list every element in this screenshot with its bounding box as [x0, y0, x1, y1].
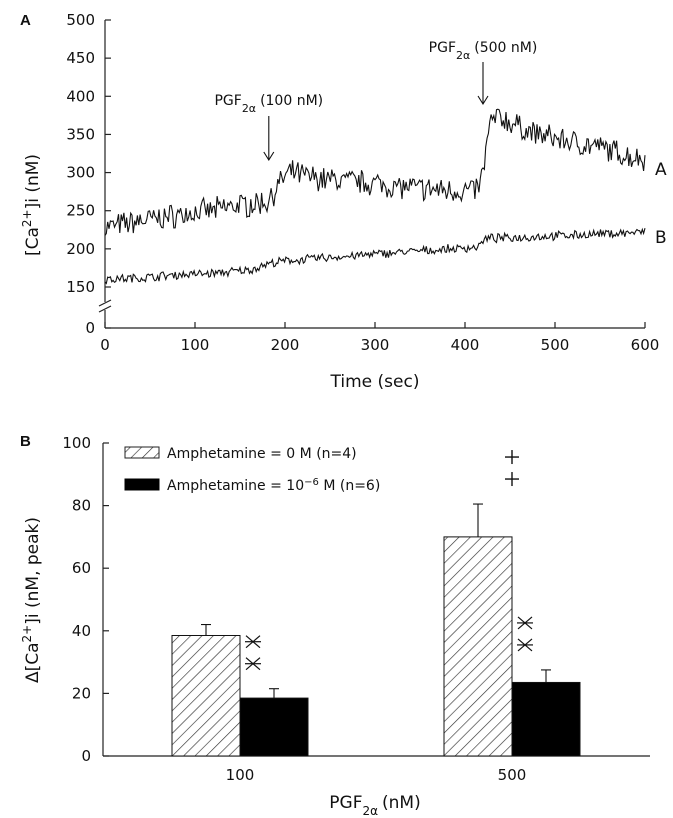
y-tick-label: 0 — [85, 319, 95, 337]
legend-swatch-hatched — [124, 446, 160, 459]
y-tick-label: 350 — [66, 125, 95, 143]
panel-a-x-axis-label: Time (sec) — [330, 372, 420, 392]
panel-a-y-axis-label: [Ca2+]i (nM) — [20, 154, 43, 256]
panel-b-y-axis-label: Δ[Ca2+]i (nM, peak) — [20, 517, 43, 683]
annotation-label: PGF2α (500 nM) — [429, 40, 538, 62]
y-tick-label: 500 — [66, 11, 95, 29]
annotation-arrowhead — [477, 95, 489, 106]
series-a-label: A — [655, 160, 667, 180]
y-tick-label: 150 — [66, 278, 95, 296]
panel-a-axis-break — [98, 299, 112, 313]
panel-b-label: B — [20, 433, 31, 450]
legend-entry-amphetamine-0: Amphetamine = 0 M (n=4) — [167, 446, 357, 462]
panel-a-line-chart: A 0 150 200 250 300 350 400 450 500 0 100 200 300 40… — [20, 11, 667, 392]
asterisk-marker — [245, 635, 261, 649]
legend-entry-amphetamine-10-6: Amphetamine = 10−6 M (n=6) — [167, 477, 380, 495]
y-tick-label: 450 — [66, 49, 95, 67]
bar-amphetamine-0-500 — [443, 536, 513, 757]
panel-a-y-axis-ticks: 0 150 200 250 300 350 400 450 500 — [66, 11, 111, 337]
series-a-line — [104, 108, 646, 236]
x-tick-label: 0 — [100, 336, 110, 354]
asterisk-marker — [517, 638, 533, 652]
y-tick-label: 100 — [62, 434, 91, 452]
panel-a-annotations: PGF2α (100 nM) PGF2α (500 nM) — [214, 40, 538, 162]
panel-b-legend: Amphetamine = 0 M (n=4) Amphetamine = 10… — [124, 446, 380, 495]
legend-swatch-solid — [124, 478, 160, 491]
x-tick-label: 300 — [361, 336, 390, 354]
bar-amphetamine-10-6-500 — [511, 681, 581, 757]
asterisk-marker — [245, 657, 261, 671]
panel-a-label: A — [20, 12, 31, 29]
panel-b-x-axis-label: PGF2α (nM) — [329, 793, 420, 818]
x-tick-label: 500 — [498, 766, 527, 784]
x-tick-label: 200 — [271, 336, 300, 354]
panel-a-x-axis-ticks: 0 100 200 300 400 500 600 — [100, 322, 659, 354]
y-tick-label: 20 — [72, 684, 91, 702]
x-tick-label: 100 — [226, 766, 255, 784]
bar-amphetamine-10-6-100 — [239, 697, 309, 757]
x-tick-label: 400 — [451, 336, 480, 354]
panel-b-x-axis-ticks: 100 500 — [226, 766, 527, 784]
annotation-arrowhead — [263, 151, 275, 162]
series-b-label: B — [655, 228, 667, 248]
y-tick-label: 250 — [66, 202, 95, 220]
panel-b-bar-chart: B 0 20 40 60 80 100 100 500 Amphetamine = 0 M … — [20, 433, 650, 818]
y-tick-label: 400 — [66, 87, 95, 105]
series-b-line — [104, 227, 646, 285]
asterisk-marker — [517, 616, 533, 630]
y-tick-label: 40 — [72, 622, 91, 640]
bar-amphetamine-0-100 — [171, 634, 241, 757]
y-tick-label: 0 — [81, 747, 91, 765]
panel-b-bars — [171, 450, 581, 757]
panel-b-y-axis-ticks: 0 20 40 60 80 100 — [62, 434, 109, 765]
y-tick-label: 300 — [66, 164, 95, 182]
x-tick-label: 500 — [541, 336, 570, 354]
x-tick-label: 100 — [181, 336, 210, 354]
y-tick-label: 200 — [66, 240, 95, 258]
x-tick-label: 600 — [631, 336, 660, 354]
y-tick-label: 60 — [72, 559, 91, 577]
y-tick-label: 80 — [72, 497, 91, 515]
annotation-label: PGF2α (100 nM) — [214, 93, 323, 115]
